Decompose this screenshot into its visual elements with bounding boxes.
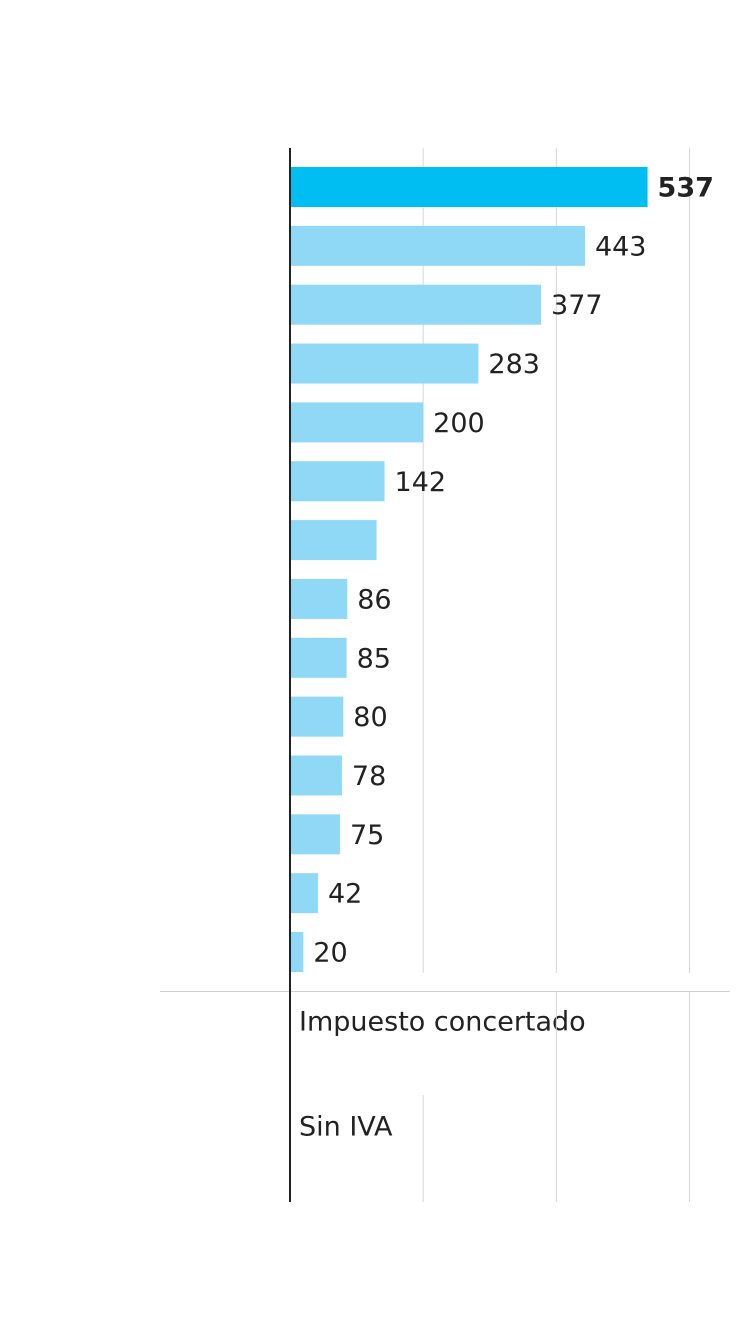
bar xyxy=(290,932,304,973)
bar xyxy=(290,225,585,266)
bar xyxy=(290,461,385,502)
section-label: Sin IVA xyxy=(299,1112,393,1143)
bar xyxy=(290,755,342,796)
bar xyxy=(290,402,424,443)
value-label: 377 xyxy=(551,290,603,321)
value-label: 283 xyxy=(488,349,540,380)
bar xyxy=(290,637,347,678)
value-label: 80 xyxy=(353,702,387,733)
bar xyxy=(290,578,348,619)
bar xyxy=(290,343,479,384)
value-label: 78 xyxy=(352,761,386,792)
value-label: 85 xyxy=(357,643,391,674)
value-label: 75 xyxy=(350,820,384,851)
bar xyxy=(290,520,377,561)
value-label: 86 xyxy=(357,584,391,615)
bar xyxy=(290,284,542,325)
value-label: 443 xyxy=(595,231,647,262)
bar xyxy=(290,873,318,914)
value-label: 200 xyxy=(433,408,485,439)
value-label: 20 xyxy=(313,938,347,969)
value-label: 142 xyxy=(395,467,447,498)
bar xyxy=(290,814,340,855)
value-label: 537 xyxy=(658,173,714,204)
bar xyxy=(290,696,344,737)
value-label: 42 xyxy=(328,879,362,910)
section-label: Impuesto concertado xyxy=(299,1007,586,1038)
bar xyxy=(290,167,648,207)
